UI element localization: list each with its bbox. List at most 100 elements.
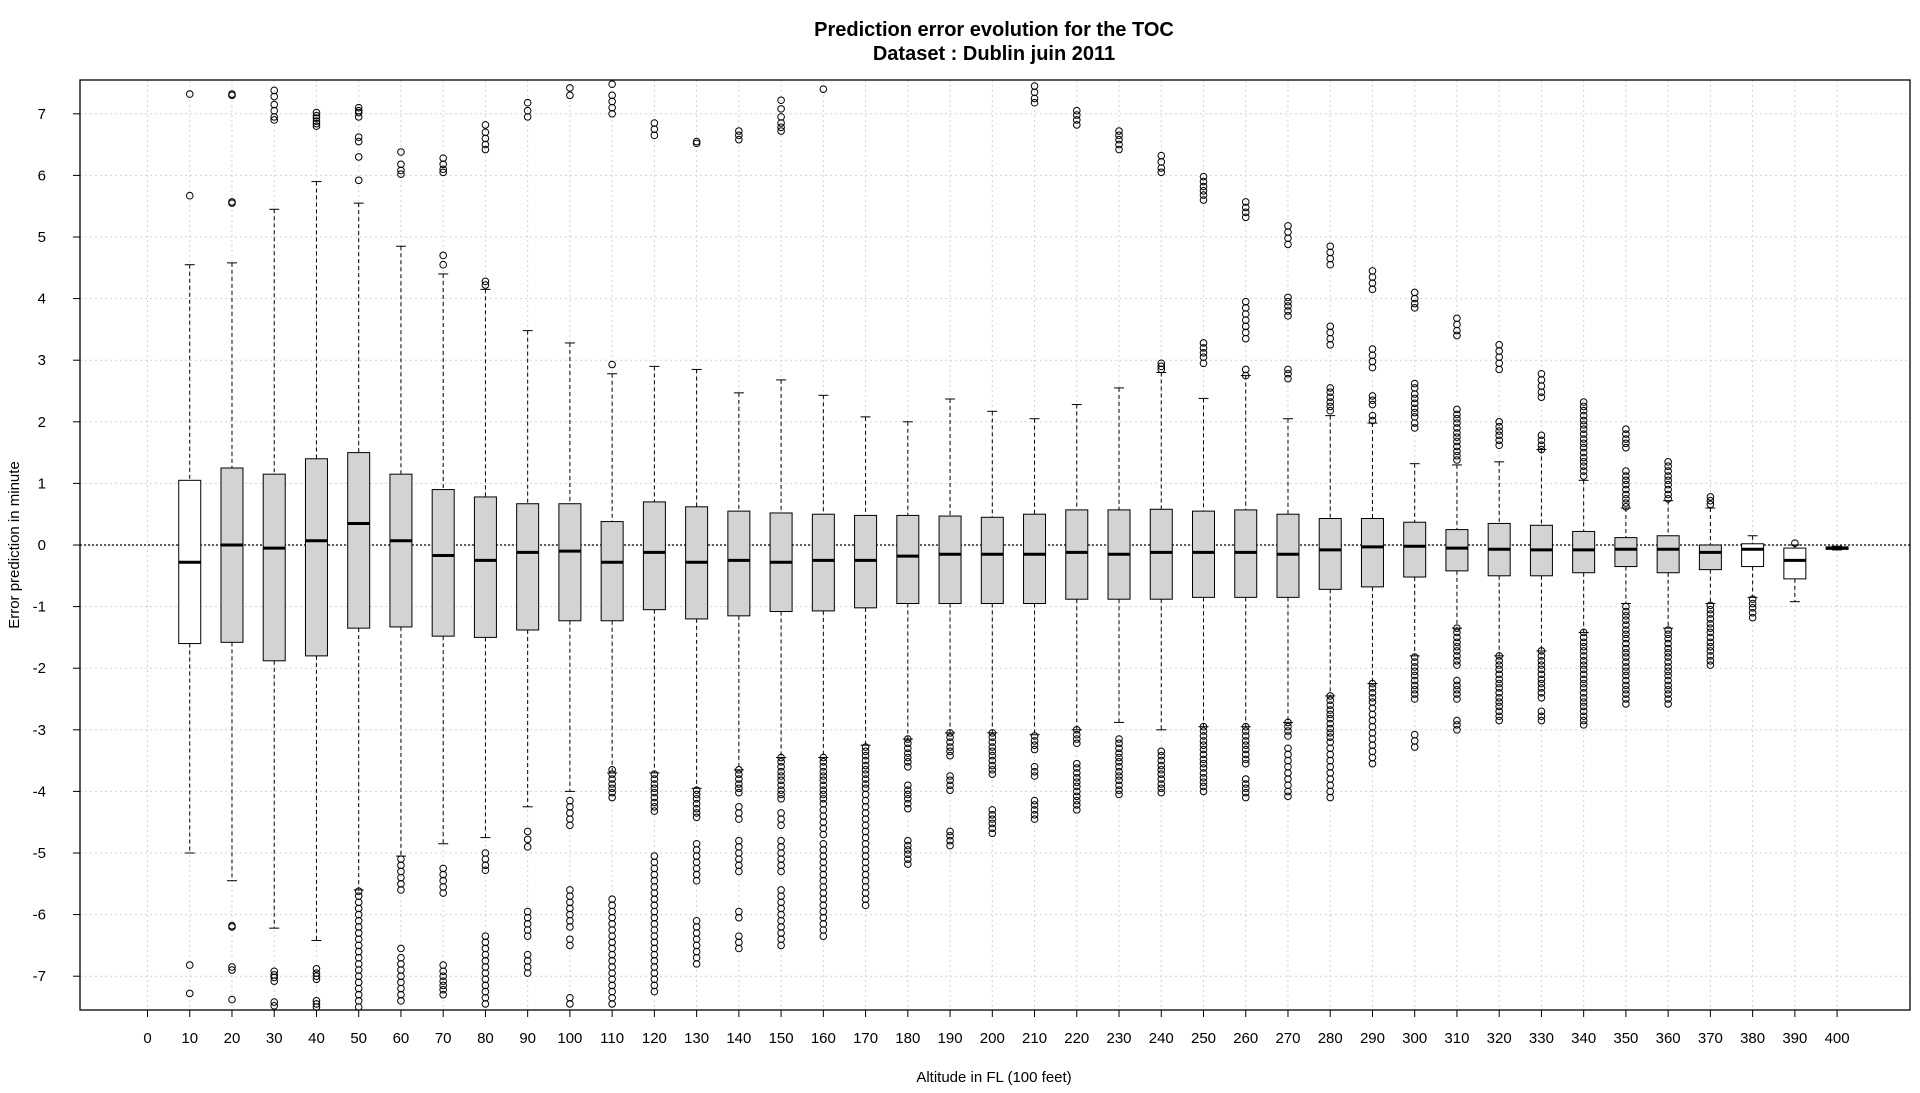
outliers-320: [1495, 341, 1503, 725]
box-320: [1487, 461, 1511, 657]
box-iqr: [1741, 543, 1765, 568]
outlier-point: [1579, 462, 1588, 470]
outlier-point: [1410, 390, 1419, 398]
outlier-point: [1706, 624, 1715, 632]
outlier-point: [1241, 732, 1250, 740]
outlier-point: [735, 135, 743, 144]
outlier-point: [1241, 198, 1250, 206]
outlier-point: [1284, 302, 1292, 310]
outlier-point: [861, 766, 870, 774]
x-tick-label: 120: [642, 1030, 667, 1047]
x-tick-label: 50: [350, 1030, 367, 1047]
outlier-point: [1748, 599, 1757, 608]
outlier-point: [1579, 411, 1588, 420]
outlier-point: [1495, 365, 1503, 374]
outlier-point: [1199, 177, 1208, 186]
outlier-point: [1410, 676, 1419, 685]
outlier-point: [1199, 750, 1208, 759]
outlier-point: [861, 780, 870, 788]
outliers-150: [777, 96, 785, 950]
y-tick-label: 3: [38, 352, 46, 369]
outlier-point: [819, 762, 828, 771]
outlier-point: [904, 799, 912, 808]
outlier-point: [777, 794, 785, 803]
outlier-point: [1622, 602, 1630, 611]
outlier-point: [1326, 710, 1335, 719]
outlier-point: [1284, 307, 1292, 315]
outlier-point: [650, 793, 659, 802]
outlier-point: [1199, 737, 1208, 745]
box-iqr: [600, 521, 624, 622]
x-tick-label: 230: [1107, 1030, 1132, 1047]
box-210: [1023, 418, 1047, 736]
box-190: [938, 398, 962, 734]
box-iqr: [1698, 544, 1722, 571]
outlier-point: [650, 770, 659, 778]
outlier-point: [819, 858, 828, 867]
outlier-point: [1326, 696, 1335, 705]
box-140: [727, 392, 751, 771]
outlier-point: [1284, 369, 1292, 378]
outlier-point: [1410, 424, 1419, 432]
outlier-point: [1199, 172, 1208, 181]
outlier-point: [397, 997, 405, 1005]
box-230: [1107, 387, 1131, 723]
outlier-point: [523, 98, 532, 107]
outlier-point: [1622, 499, 1630, 507]
outlier-point: [1579, 628, 1588, 637]
outlier-point: [1284, 228, 1292, 236]
y-axis: -7 -6 -5 -4 -3 -2 -1 0 1 2 3 4 5 6 7: [33, 106, 80, 985]
box-180: [896, 421, 920, 740]
outlier-point: [946, 781, 954, 790]
outlier-point: [1241, 727, 1250, 735]
outlier-point: [1368, 693, 1377, 702]
outlier-point: [1368, 273, 1377, 281]
x-tick-label: 170: [853, 1030, 878, 1047]
outlier-point: [1495, 716, 1503, 725]
outlier-point: [1199, 359, 1208, 368]
outlier-point: [1706, 496, 1715, 505]
boxes: [178, 181, 1849, 941]
outlier-point: [777, 776, 785, 785]
outliers-60: [397, 148, 405, 1005]
outlier-point: [1241, 334, 1250, 343]
outliers-40: [312, 108, 321, 1011]
outlier-point: [1115, 744, 1123, 753]
outlier-point: [185, 90, 194, 98]
x-tick-label: 190: [938, 1030, 963, 1047]
box-100: [558, 342, 582, 792]
outlier-point: [1622, 639, 1630, 648]
outlier-point: [777, 119, 785, 127]
outlier-point: [228, 90, 236, 98]
box-400: [1825, 545, 1849, 551]
outlier-point: [1579, 425, 1588, 433]
outlier-point: [439, 977, 447, 985]
outlier-point: [904, 749, 912, 758]
outlier-point: [481, 861, 490, 870]
box-iqr: [1656, 535, 1680, 574]
outlier-point: [1622, 435, 1630, 443]
outlier-point: [1791, 539, 1799, 547]
outlier-point: [1664, 695, 1672, 703]
outlier-point: [1622, 476, 1630, 485]
outlier-point: [1622, 472, 1630, 480]
outlier-point: [1410, 394, 1419, 403]
box-iqr: [473, 496, 497, 638]
outlier-point: [1537, 657, 1546, 665]
outlier-point: [1284, 293, 1292, 302]
box-iqr: [1445, 529, 1469, 572]
outliers-130: [692, 137, 701, 968]
outlier-point: [1453, 695, 1461, 703]
outlier-point: [1072, 106, 1081, 115]
outlier-point: [1664, 476, 1672, 485]
outlier-point: [1622, 690, 1630, 698]
outlier-point: [1326, 738, 1335, 746]
outlier-point: [1030, 772, 1039, 780]
outlier-point: [1326, 729, 1335, 737]
outlier-point: [735, 815, 743, 823]
outlier-point: [904, 794, 912, 803]
outlier-point: [861, 858, 870, 867]
outlier-point: [354, 176, 363, 185]
outlier-point: [904, 739, 912, 748]
outlier-point: [1622, 653, 1630, 661]
